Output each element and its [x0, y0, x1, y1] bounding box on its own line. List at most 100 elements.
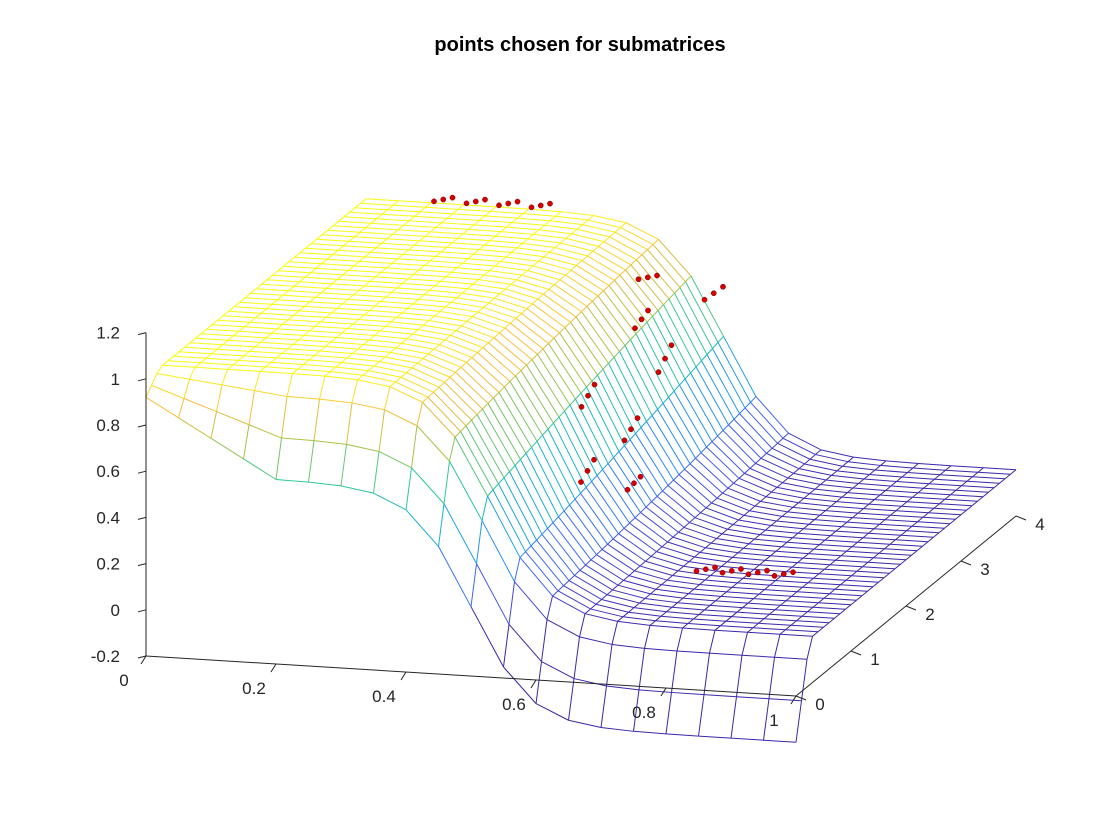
mesh-line	[522, 213, 556, 217]
chosen-point	[632, 325, 638, 332]
chosen-point	[790, 569, 796, 576]
mesh-line	[753, 564, 760, 570]
mesh-line	[514, 557, 521, 582]
mesh-line	[441, 222, 475, 226]
mesh-line	[743, 514, 777, 522]
mesh-line	[537, 298, 571, 323]
mesh-line	[568, 575, 575, 581]
mesh-line	[304, 276, 338, 280]
mesh-line	[514, 581, 548, 620]
mesh-line	[533, 229, 540, 235]
mesh-line	[358, 285, 365, 291]
mesh-line	[547, 528, 581, 571]
mesh-line	[900, 534, 934, 538]
mesh-line	[873, 523, 880, 530]
mesh-line	[744, 472, 778, 488]
mesh-line	[402, 249, 409, 255]
mesh-line	[636, 259, 670, 300]
mesh-line	[852, 512, 859, 518]
mesh-line	[830, 530, 837, 536]
mesh-line	[364, 251, 371, 258]
mesh-line	[693, 588, 727, 593]
mesh-line	[912, 496, 946, 500]
mesh-line	[503, 666, 537, 704]
z-tick-label: 0	[111, 601, 120, 620]
mesh-line	[752, 622, 759, 629]
mesh-line	[661, 546, 695, 558]
mesh-line	[558, 510, 565, 518]
mesh-line	[542, 343, 549, 350]
mesh-line	[335, 366, 369, 372]
mesh-line	[292, 343, 326, 348]
mesh-line	[266, 279, 300, 283]
mesh-line	[857, 508, 864, 514]
mesh-line	[558, 410, 565, 418]
mesh-line	[684, 463, 691, 470]
mesh-line	[878, 548, 885, 554]
mesh-line	[293, 281, 300, 287]
mesh-line	[852, 487, 886, 492]
mesh-line	[879, 519, 886, 525]
mesh-line	[678, 531, 712, 544]
mesh-line	[327, 229, 361, 233]
mesh-line	[646, 321, 680, 386]
mesh-line	[472, 279, 479, 285]
mesh-line	[677, 570, 711, 576]
mesh-line	[359, 227, 366, 233]
mesh-line	[446, 213, 453, 219]
mesh-line	[634, 570, 668, 581]
x-tick-mark	[270, 663, 277, 673]
mesh-line	[342, 303, 376, 307]
chosen-point	[634, 415, 641, 421]
mesh-line	[695, 360, 702, 368]
mesh-line	[617, 616, 624, 622]
mesh-line	[847, 461, 881, 466]
mesh-line	[614, 274, 621, 281]
mesh-line	[679, 281, 686, 288]
mesh-line	[636, 254, 643, 261]
mesh-line	[688, 588, 695, 595]
mesh-line	[711, 435, 718, 442]
mesh-line	[862, 566, 896, 570]
mesh-line	[835, 559, 869, 563]
mesh-line	[499, 293, 533, 305]
mesh-line	[584, 608, 591, 615]
mesh-line	[765, 529, 799, 534]
mesh-line	[484, 240, 491, 246]
mesh-line	[516, 242, 523, 249]
mesh-line	[430, 231, 464, 235]
mesh-line	[749, 505, 756, 512]
mesh-line	[266, 308, 300, 312]
mesh-line	[717, 430, 724, 437]
mesh-line	[332, 225, 366, 229]
mesh-line	[517, 213, 524, 219]
chosen-point	[514, 198, 521, 205]
mesh-line	[733, 482, 767, 498]
mesh-line	[343, 211, 350, 218]
mesh-line	[834, 613, 841, 619]
mesh-line	[679, 287, 713, 349]
chosen-point	[635, 276, 642, 283]
mesh-line	[576, 260, 583, 266]
mesh-line	[977, 467, 984, 473]
mesh-line	[689, 522, 723, 535]
chart-title: points chosen for submatrices	[434, 34, 726, 56]
mesh-line	[701, 354, 708, 362]
mesh-line	[527, 270, 561, 281]
chosen-point	[463, 200, 470, 207]
mesh-line	[390, 351, 424, 360]
mesh-line	[277, 270, 311, 274]
mesh-line	[200, 357, 207, 364]
mesh-line	[425, 206, 459, 210]
mesh-line	[895, 510, 929, 514]
mesh-line	[552, 522, 586, 566]
mesh-line	[972, 471, 979, 478]
mesh-line	[489, 270, 523, 276]
mesh-line	[569, 404, 603, 470]
mesh-line	[812, 631, 819, 637]
mesh-line	[797, 557, 804, 564]
mesh-line	[614, 280, 648, 323]
mesh-line	[429, 260, 463, 264]
mesh-line	[775, 550, 809, 555]
mesh-line	[650, 555, 684, 567]
